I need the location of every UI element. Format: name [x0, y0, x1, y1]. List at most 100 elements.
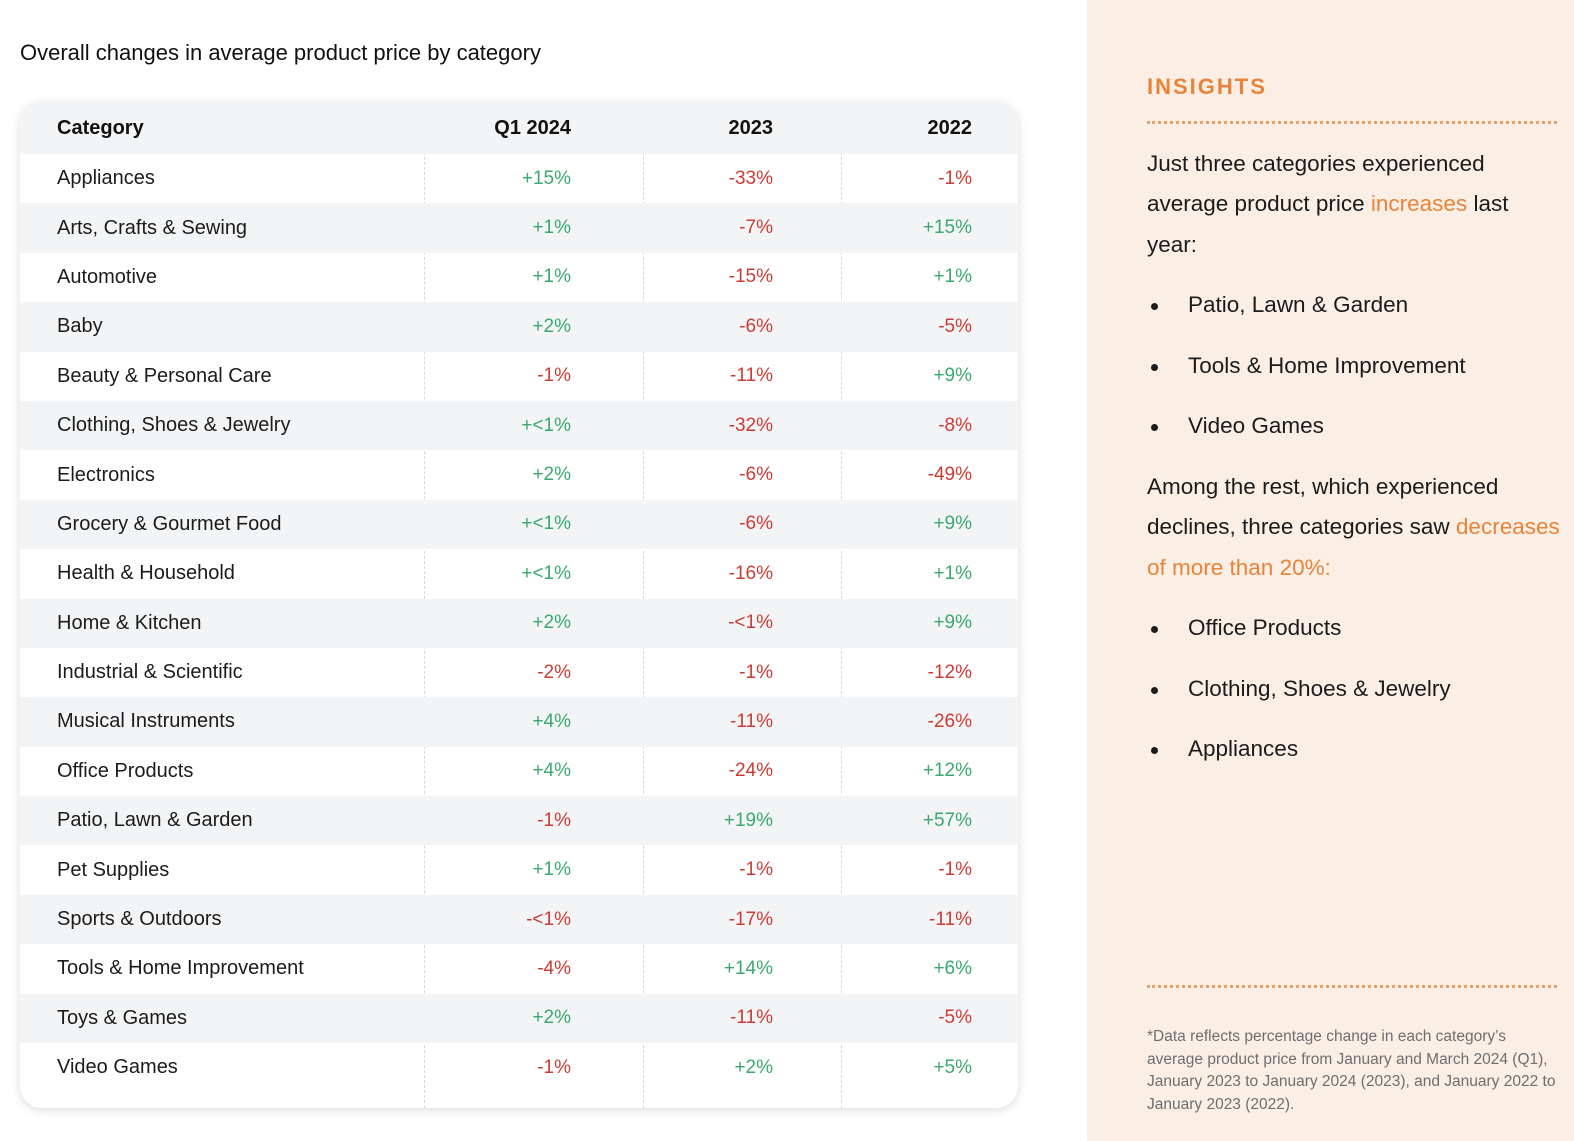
category-cell: Patio, Lawn & Garden: [57, 809, 253, 832]
y2023-cell: -1%: [739, 859, 773, 881]
q1-2024-cell: +2%: [532, 315, 571, 337]
footnote: *Data reflects percentage change in each…: [1147, 1028, 1556, 1113]
price-change-table: Category Q1 2024 2023 2022 Appliances +15…: [20, 102, 1018, 1092]
header-category: Category: [57, 116, 144, 139]
decrease-list: Office Products Clothing, Shoes & Jewelr…: [1147, 608, 1562, 790]
header-2022: 2022: [927, 116, 973, 139]
header-q1-2024: Q1 2024: [494, 116, 571, 139]
y2023-cell: -1%: [739, 661, 773, 683]
list-item: Video Games: [1147, 406, 1562, 467]
y2022-cell: -5%: [938, 315, 972, 337]
y2022-cell: +57%: [922, 809, 972, 831]
y2022-cell: -1%: [938, 859, 972, 881]
table-row: Pet Supplies +1% -1% -1%: [20, 845, 1018, 894]
table-body: Appliances +15% -33% -1% Arts, Crafts & Sewi…: [20, 154, 1018, 1092]
list-item-label: Clothing, Shoes & Jewelry: [1188, 675, 1451, 701]
list-item-label: Appliances: [1188, 736, 1299, 761]
q1-2024-cell: +<1%: [521, 513, 571, 535]
list-item: Office Products: [1147, 608, 1562, 669]
category-cell: Electronics: [57, 463, 155, 486]
bullet-icon: [1151, 747, 1158, 754]
y2023-cell: -16%: [728, 562, 773, 584]
y2022-cell: +1%: [933, 266, 972, 288]
table-row: Sports & Outdoors -<1% -17% -11%: [20, 894, 1018, 945]
y2023-cell: +2%: [734, 1056, 773, 1078]
y2023-cell: -<1%: [728, 612, 773, 634]
y2022-cell: +1%: [933, 562, 972, 584]
q1-2024-cell: -<1%: [526, 908, 571, 930]
y2022-cell: +5%: [933, 1056, 972, 1078]
category-cell: Arts, Crafts & Sewing: [57, 216, 248, 239]
insights-heading: INSIGHTS: [1147, 74, 1267, 99]
category-cell: Beauty & Personal Care: [57, 364, 272, 387]
category-cell: Automotive: [57, 265, 158, 288]
list-item: Appliances: [1147, 729, 1562, 790]
table-row: Baby +2% -6% -5%: [20, 302, 1018, 352]
q1-2024-cell: -1%: [537, 365, 571, 387]
y2023-cell: +14%: [723, 957, 773, 979]
q1-2024-cell: +4%: [532, 760, 571, 782]
y2022-cell: -5%: [938, 1007, 972, 1029]
q1-2024-cell: +4%: [532, 710, 571, 732]
y2022-cell: -12%: [927, 661, 972, 683]
category-cell: Musical Instruments: [57, 710, 235, 733]
y2023-cell: -32%: [728, 414, 773, 436]
table-row: Office Products +4% -24% +12%: [20, 747, 1018, 796]
bullet-icon: [1151, 303, 1158, 310]
table-row: Electronics +2% -6% -49%: [20, 450, 1018, 499]
table-row: Automotive +1% -15% +1%: [20, 253, 1018, 302]
bullet-icon: [1151, 626, 1158, 633]
category-cell: Home & Kitchen: [57, 611, 202, 634]
p1-text: Just three categories experienced averag…: [1147, 151, 1485, 217]
dotted-divider: [1147, 985, 1557, 988]
q1-2024-cell: -4%: [537, 957, 571, 979]
increase-list: Patio, Lawn & Garden Tools & Home Improv…: [1147, 285, 1562, 467]
y2022-cell: +9%: [933, 612, 972, 634]
q1-2024-cell: +1%: [532, 266, 571, 288]
list-item: Clothing, Shoes & Jewelry: [1147, 669, 1562, 730]
table-row: Tools & Home Improvement -4% +14% +6%: [20, 944, 1018, 993]
y2023-cell: +19%: [723, 809, 773, 831]
table-row: Arts, Crafts & Sewing +1% -7% +15%: [20, 203, 1018, 253]
category-cell: Toys & Games: [57, 1006, 188, 1029]
list-item: Tools & Home Improvement: [1147, 346, 1562, 407]
table-row: Beauty & Personal Care -1% -11% +9%: [20, 352, 1018, 401]
list-item-label: Tools & Home Improvement: [1188, 352, 1466, 378]
y2022-cell: +9%: [933, 365, 972, 387]
y2022-cell: -1%: [938, 167, 972, 189]
y2023-cell: -6%: [739, 464, 773, 486]
q1-2024-cell: -1%: [537, 809, 571, 831]
y2023-cell: -17%: [728, 908, 773, 930]
q1-2024-cell: +1%: [532, 859, 571, 881]
table-row: Clothing, Shoes & Jewelry +<1% -32% -8%: [20, 400, 1018, 451]
category-cell: Sports & Outdoors: [57, 908, 222, 931]
y2023-cell: -6%: [739, 513, 773, 535]
y2023-cell: -7%: [739, 217, 773, 239]
y2022-cell: -26%: [927, 710, 972, 732]
q1-2024-cell: +<1%: [521, 414, 571, 436]
p1-text-end: last year:: [1147, 191, 1509, 257]
q1-2024-cell: +2%: [532, 612, 571, 634]
price-change-table-card: Category Q1 2024 2023 2022 Appliances +15…: [20, 102, 1018, 1108]
y2022-cell: +15%: [922, 217, 972, 239]
q1-2024-cell: -2%: [537, 661, 571, 683]
y2023-cell: -33%: [728, 167, 773, 189]
q1-2024-cell: +1%: [532, 217, 571, 239]
p2-accent: decreases of more than 20%:: [1147, 514, 1560, 580]
table-row: Musical Instruments +4% -11% -26%: [20, 697, 1018, 747]
y2023-cell: -11%: [730, 710, 773, 732]
table-row: Appliances +15% -33% -1%: [20, 154, 1018, 203]
list-item: Patio, Lawn & Garden: [1147, 285, 1562, 346]
list-item-label: Patio, Lawn & Garden: [1188, 292, 1409, 317]
q1-2024-cell: -1%: [537, 1056, 571, 1078]
y2022-cell: -49%: [927, 464, 972, 486]
y2022-cell: +6%: [933, 957, 972, 979]
y2022-cell: +9%: [933, 513, 972, 535]
page-title: Overall changes in average product price…: [20, 40, 541, 65]
q1-2024-cell: +<1%: [521, 562, 571, 584]
category-cell: Baby: [57, 315, 103, 338]
category-cell: Pet Supplies: [57, 858, 170, 881]
y2023-cell: -24%: [728, 760, 773, 782]
insights-paragraph-increases: Just three categories experienced averag…: [1147, 144, 1562, 265]
q1-2024-cell: +2%: [532, 1007, 571, 1029]
